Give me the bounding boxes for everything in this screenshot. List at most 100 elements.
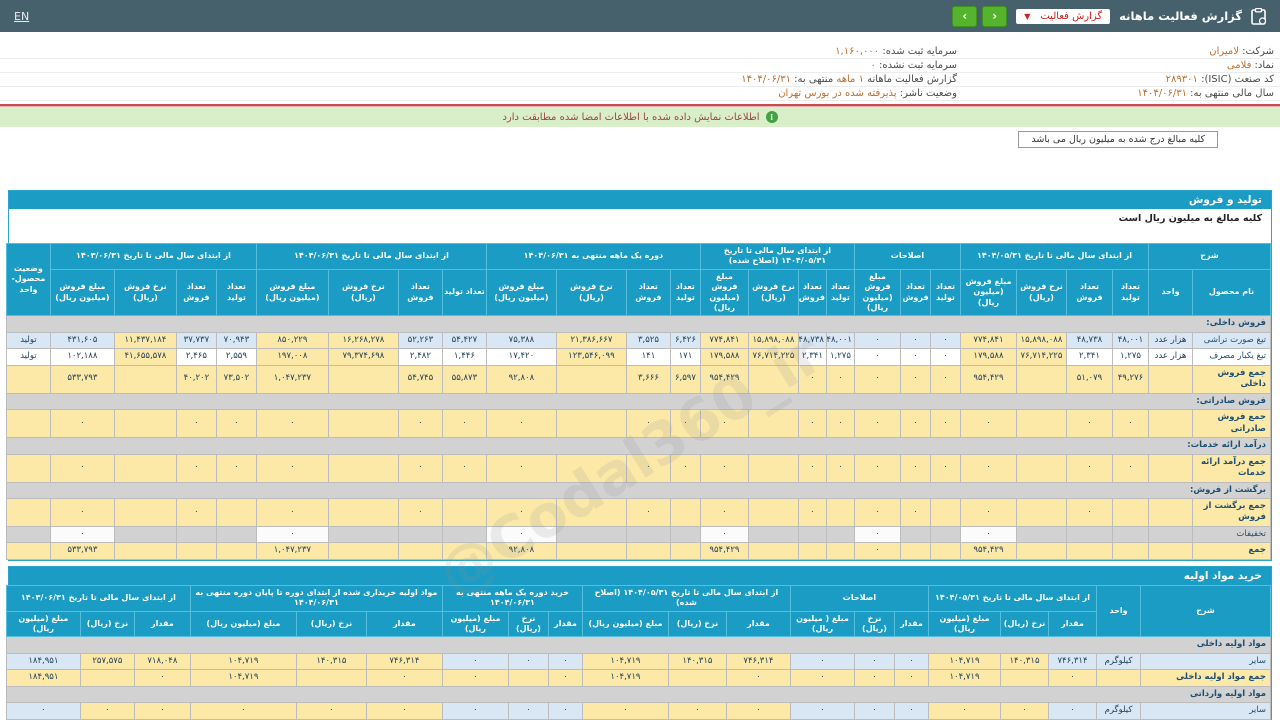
signature-match-notice: i اطلاعات نمایش داده شده با اطلاعات امضا… xyxy=(0,106,1280,127)
unit-cell xyxy=(1147,497,1194,527)
row-label: جمع درآمد ارائه خدمات xyxy=(1192,453,1271,483)
column-group-header: شرح xyxy=(1147,243,1272,270)
next-report-button[interactable]: › xyxy=(982,5,1008,27)
table-cell: ۸۵۰,۲۲۹ xyxy=(255,331,329,350)
column-group-header: اصلاحات xyxy=(789,584,929,612)
table-cell: ۰ xyxy=(853,409,901,439)
section-label: فروش صادراتی: xyxy=(5,392,1272,411)
column-header: نرخ فروش (ریال) xyxy=(747,268,799,317)
section-label: درآمد ارائه خدمات: xyxy=(5,437,1272,455)
info-label: شرکت: xyxy=(1238,46,1274,57)
company-info-item: شرکت: لامیران xyxy=(957,46,1274,57)
table-cell: ۰ xyxy=(175,497,217,527)
table-cell: ۷۱۸,۰۴۸ xyxy=(133,652,191,671)
table-cell xyxy=(747,525,799,544)
unit-cell: هزار عدد xyxy=(1147,348,1194,366)
info-value: ۲۸۹۳۰۱ xyxy=(1165,74,1198,85)
column-header: نرخ (ریال) xyxy=(79,610,135,638)
table-cell: ۴۸,۷۳۸ xyxy=(1065,331,1113,350)
status-cell xyxy=(5,409,51,439)
table-cell: ۱۰۲,۱۸۸ xyxy=(49,348,115,366)
table-cell: ۰ xyxy=(397,409,443,439)
info-label: منتهی به: xyxy=(790,74,837,85)
table-cell: ۰ xyxy=(507,702,549,720)
table-cell: ۴۳۱,۶۰۵ xyxy=(49,331,115,350)
table-row: جمع مواد اولیه داخلی ۰ ۱۰۴,۷۱۹ ۰ ۰ ۰ ۰ ۱۰۴,۷۱۹ ۰… xyxy=(5,669,1271,687)
table-cell: ۰ xyxy=(899,364,931,394)
section-row: فروش داخلی: xyxy=(5,315,1272,333)
table-cell: ۰ xyxy=(899,409,931,439)
column-group-header: از ابتدای سال مالی تا تاریخ ۱۴۰۴/۰۵/۳۱ xyxy=(927,584,1098,612)
table-cell xyxy=(397,542,443,560)
table-cell: ۰ xyxy=(667,702,727,720)
column-header: مبلغ فروش (میلیون ریال) xyxy=(485,268,557,317)
info-value: ۱ ماهه xyxy=(836,74,864,85)
table-cell: ۰ xyxy=(547,652,583,671)
table-cell xyxy=(113,542,177,560)
column-group-header: از ابتدای سال مالی تا تاریخ ۱۴۰۴/۰۵/۳۱ (… xyxy=(699,243,855,270)
table-cell: ۵۴,۴۲۷ xyxy=(441,331,487,350)
column-group-header: وضعیت محصول-واحد xyxy=(5,242,51,317)
table-cell: ۹۵۴,۴۲۹ xyxy=(699,364,749,394)
table-cell xyxy=(747,364,799,394)
unit-cell: هزار عدد xyxy=(1147,331,1194,350)
info-label: وضعیت ناشر: xyxy=(896,88,957,99)
table-cell: ۰ xyxy=(1065,497,1113,527)
column-header: مبلغ (میلیون ریال) xyxy=(927,610,1002,638)
column-header: مبلغ (میلیون ریال) xyxy=(581,610,669,638)
clipboard-icon xyxy=(1251,7,1267,25)
column-header: نرخ (ریال) xyxy=(507,610,549,638)
table-cell: ۶,۴۲۶ xyxy=(669,331,701,350)
table-cell: ۰ xyxy=(959,453,1017,483)
table-cell: ۵۴,۷۴۵ xyxy=(397,364,443,394)
column-header: نرخ فروش (ریال) xyxy=(1015,268,1067,317)
table-cell: ۰ xyxy=(959,497,1017,527)
table-cell: ۰ xyxy=(625,453,671,483)
unit-cell xyxy=(1096,669,1141,687)
section-row: فروش صادراتی: xyxy=(5,392,1272,411)
report-type-dropdown[interactable]: گزارش فعالیت ▼ xyxy=(1016,8,1111,24)
unit-cell xyxy=(1147,364,1194,394)
table-cell xyxy=(747,497,799,527)
top-bar: گزارش فعالیت ماهانه گزارش فعالیت ▼ ‹ › E… xyxy=(0,0,1280,32)
table-cell: ۱۶,۲۶۸,۲۷۸ xyxy=(327,331,399,350)
table-cell: ۷۷۴,۸۴۱ xyxy=(959,331,1017,350)
table-cell xyxy=(825,497,855,527)
table-cell: ۲,۳۴۱ xyxy=(1065,348,1113,366)
table-cell: ۴۸,۷۳۸ xyxy=(797,331,827,350)
table-cell xyxy=(1000,669,1049,687)
language-switch-link[interactable]: EN xyxy=(14,9,30,23)
table-cell: ۵۱,۰۷۹ xyxy=(1065,364,1113,394)
table-cell: ۱۰۴,۷۱۹ xyxy=(927,669,1002,687)
table-cell xyxy=(1015,364,1067,394)
table-cell xyxy=(747,453,799,483)
company-info-row: سال مالی منتهی به: ۱۴۰۴/۰۶/۳۱ وضعیت ناشر:… xyxy=(0,87,1280,101)
table-cell: ۰ xyxy=(507,652,549,671)
production-sales-panel: تولید و فروش کلیه مبالغ به میلیون ریال ا… xyxy=(5,190,1272,561)
previous-report-button[interactable]: ‹ xyxy=(952,5,978,27)
info-value: ۰ xyxy=(870,60,876,71)
info-value: ۱۴۰۴/۰۶/۳۱ xyxy=(1137,88,1187,99)
table-cell: ۰ xyxy=(175,453,217,483)
table-cell: ۰ xyxy=(789,702,855,720)
table-cell xyxy=(1111,525,1149,544)
section-label: مواد اولیه وارداتی xyxy=(5,685,1272,704)
table-cell: ۰ xyxy=(699,497,749,527)
info-value: فلامی xyxy=(1226,60,1252,71)
red-separator xyxy=(0,104,1280,106)
table-cell xyxy=(669,525,701,544)
column-header: واحد xyxy=(1147,268,1194,317)
section-row: مواد اولیه وارداتی xyxy=(5,685,1272,704)
table-cell xyxy=(825,542,855,560)
table-cell: ۰ xyxy=(929,364,961,394)
table-cell xyxy=(1015,497,1067,527)
table-cell: ۰ xyxy=(215,453,257,483)
table-cell xyxy=(327,364,399,394)
table-cell: ۰ xyxy=(49,525,115,544)
table-cell: ۰ xyxy=(397,453,443,483)
table-cell: ۰ xyxy=(959,525,1017,544)
table-cell: ۹۲,۸۰۸ xyxy=(485,542,557,560)
table-cell xyxy=(175,525,217,544)
table-cell: ۱۴۰,۳۱۵ xyxy=(1000,652,1049,671)
status-cell xyxy=(5,525,51,544)
